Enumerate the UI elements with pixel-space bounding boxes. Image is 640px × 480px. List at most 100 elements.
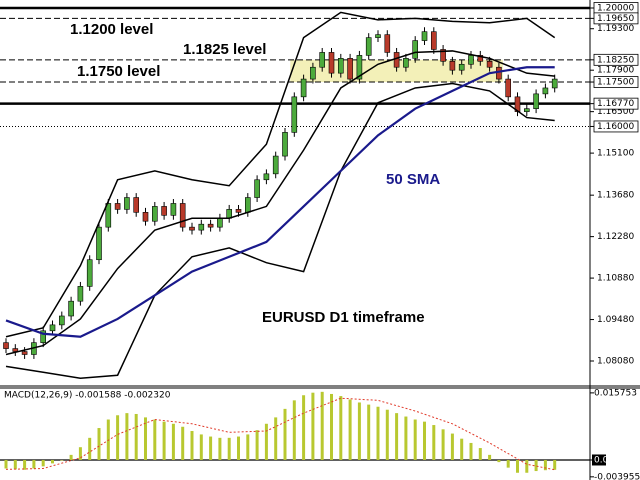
- macd-bar: [488, 454, 492, 460]
- macd-bar: [339, 396, 343, 460]
- level-label: 1.16000: [597, 122, 634, 132]
- macd-bar: [209, 436, 213, 460]
- candle-body: [235, 209, 242, 213]
- macd-bar: [385, 409, 389, 460]
- macd-bar: [88, 437, 92, 460]
- macd-bar: [13, 459, 17, 470]
- candle-body: [142, 212, 149, 222]
- candle-body: [114, 203, 121, 210]
- level-label: 1.19650: [597, 14, 634, 24]
- candle-body: [189, 226, 195, 231]
- candle-body: [68, 300, 74, 317]
- annotation: EURUSD D1 timeframe: [262, 309, 425, 326]
- macd-bar: [311, 392, 315, 460]
- candle-body: [40, 330, 47, 343]
- annotation: 1.1825 level: [183, 41, 266, 58]
- candle-body: [375, 34, 381, 38]
- candle-body: [421, 31, 428, 41]
- y-tick-label: 1.16500: [597, 107, 634, 117]
- level-label: 1.20000: [597, 3, 634, 13]
- level-label: 1.16770: [597, 99, 634, 109]
- macd-bar: [441, 429, 445, 460]
- macd-bar: [190, 431, 194, 460]
- macd-bar: [450, 433, 454, 460]
- macd-title: MACD(12,26,9) -0.001588 -0.002320: [4, 391, 171, 401]
- candle-body: [254, 179, 260, 198]
- candle-body: [170, 203, 177, 216]
- macd-bar: [395, 413, 399, 460]
- macd-bar: [376, 406, 380, 460]
- macd-bar: [357, 402, 361, 460]
- macd-bar: [116, 415, 120, 460]
- candle-body: [412, 40, 419, 59]
- macd-bar: [469, 442, 473, 460]
- macd-bar: [525, 459, 529, 473]
- macd-bar: [516, 459, 519, 473]
- candle-body: [468, 55, 474, 65]
- macd-bar: [404, 416, 408, 460]
- candle-body: [440, 49, 446, 62]
- macd-bar: [506, 459, 510, 468]
- macd-bar: [69, 454, 73, 460]
- price-panel: [0, 6, 590, 379]
- level-label: 1.17500: [597, 78, 634, 88]
- candle-body: [245, 197, 251, 213]
- macd-bar: [60, 459, 64, 461]
- macd-bar: [78, 447, 82, 460]
- macd-bar: [460, 438, 464, 460]
- candle-body: [319, 52, 326, 68]
- macd-bar: [97, 428, 101, 460]
- indicator-line: [5, 50, 555, 356]
- macd-bar: [125, 413, 129, 460]
- y-tick-label: 0.00: [594, 455, 614, 465]
- macd-bar: [181, 426, 185, 460]
- candle-body: [496, 66, 502, 80]
- macd-bar: [246, 434, 250, 460]
- macd-bar: [51, 459, 54, 464]
- macd-bar: [23, 459, 27, 470]
- candle-body: [542, 87, 549, 95]
- candle-body: [21, 351, 28, 355]
- macd-bar: [264, 423, 268, 460]
- level-label-box: [593, 120, 639, 133]
- candle-body: [523, 108, 530, 112]
- macd-panel: [0, 391, 590, 473]
- y-tick-label: -0.003955: [594, 472, 640, 480]
- macd-bar: [292, 400, 296, 460]
- macd-bar: [423, 421, 426, 460]
- candle-body: [77, 286, 84, 302]
- macd-bar: [153, 419, 157, 460]
- candle-body: [49, 324, 56, 332]
- y-tick-label: 1.13680: [597, 191, 634, 201]
- candle-body: [449, 61, 456, 71]
- macd-bar: [134, 413, 138, 460]
- macd-bar: [199, 434, 203, 460]
- candle-body: [105, 203, 112, 228]
- candle-body: [337, 58, 344, 74]
- annotation: 50 SMA: [386, 171, 440, 188]
- macd-bar: [171, 423, 175, 460]
- candle-body: [58, 315, 65, 326]
- macd-bar: [218, 437, 222, 460]
- macd-bar: [543, 459, 547, 471]
- indicator-line: [5, 11, 556, 338]
- candle-body: [282, 132, 288, 157]
- candle-body: [403, 58, 409, 68]
- macd-bar: [497, 459, 501, 463]
- y-tick-label: 1.08080: [597, 357, 634, 367]
- candle-body: [124, 197, 130, 210]
- candle-body: [272, 155, 279, 175]
- indicator-line: [5, 82, 555, 379]
- y-tick-label: 1.17900: [597, 66, 634, 76]
- tick-label-box: [592, 454, 606, 466]
- level-label: 1.18250: [597, 55, 634, 65]
- candle-body: [458, 63, 465, 71]
- candle-body: [161, 206, 167, 216]
- macd-bar: [413, 419, 417, 460]
- level-label-box: [593, 53, 639, 66]
- macd-bar: [302, 395, 306, 460]
- candle-body: [133, 197, 139, 213]
- annotation: 1.1750 level: [77, 63, 160, 80]
